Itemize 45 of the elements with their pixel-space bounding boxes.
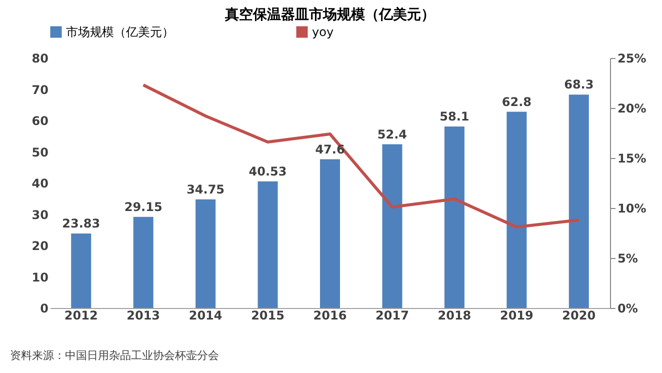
bar xyxy=(71,234,92,308)
chart-title: 真空保温器皿市场规模（亿美元） xyxy=(224,6,435,23)
data-label: 23.83 xyxy=(62,216,100,231)
bar xyxy=(382,144,402,308)
data-label: 40.53 xyxy=(248,164,287,178)
legend-label: 市场规模（亿美元） xyxy=(66,25,174,39)
y2-tick-label: 10% xyxy=(618,202,646,216)
text: 资料来源：中国日用杂品工业协会杯壶分会 xyxy=(10,349,219,362)
x-tick-label: 2018 xyxy=(438,308,472,322)
x-tick-label: 2014 xyxy=(188,308,222,322)
x-tick-label: 2013 xyxy=(126,308,160,322)
data-label: 58.1 xyxy=(440,109,470,124)
data-label: 52.4 xyxy=(377,127,408,142)
bar xyxy=(320,159,340,308)
x-tick-label: 2015 xyxy=(251,308,284,322)
bar xyxy=(196,199,216,308)
x-tick-label: 2020 xyxy=(562,308,596,322)
y2-tick-label: 20% xyxy=(618,102,646,116)
bar xyxy=(568,94,589,308)
x-tick-label: 2016 xyxy=(313,308,347,322)
y-tick-label: 40 xyxy=(32,176,48,190)
data-label: 62.8 xyxy=(502,94,532,109)
bar xyxy=(133,216,154,308)
y-tick-label: 20 xyxy=(32,239,48,253)
y-tick-label: 50 xyxy=(32,145,48,160)
bar xyxy=(506,112,527,308)
y2-tick-label: 15% xyxy=(618,152,646,166)
y-tick-label: 30 xyxy=(32,208,48,222)
bar xyxy=(258,181,278,308)
data-label: 29.15 xyxy=(124,200,162,214)
data-label: 34.75 xyxy=(186,182,225,196)
y-tick-label: 0 xyxy=(40,302,48,316)
y-tick-label: 80 xyxy=(32,52,48,66)
y2-tick-label: 5% xyxy=(618,252,638,266)
y-tick-label: 10 xyxy=(32,270,48,284)
y2-tick-label: 0% xyxy=(618,302,638,316)
bar xyxy=(444,126,464,308)
x-tick-label: 2012 xyxy=(64,308,98,322)
x-tick-label: 2017 xyxy=(376,308,409,322)
y2-tick-label: 25% xyxy=(618,52,646,66)
y-tick-label: 60 xyxy=(32,114,48,128)
y-tick-label: 70 xyxy=(32,82,48,97)
data-label: 68.3 xyxy=(564,78,594,92)
x-tick-label: 2019 xyxy=(500,308,534,322)
legend-label: yoy xyxy=(312,25,334,39)
